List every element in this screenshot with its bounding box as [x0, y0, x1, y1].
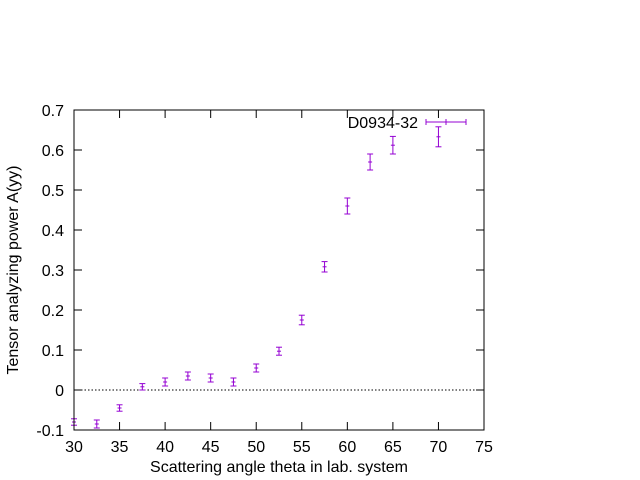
legend: D0934-32 — [348, 115, 467, 132]
x-tick-label: 35 — [111, 439, 129, 456]
data-point — [162, 377, 169, 387]
x-axis-title: Scattering angle theta in lab. system — [150, 459, 408, 476]
legend-sample-errorbar — [425, 119, 467, 125]
legend-label: D0934-32 — [348, 115, 418, 132]
x-tick-label: 45 — [202, 439, 220, 456]
data-point — [139, 383, 146, 391]
x-tick-label: 65 — [384, 439, 402, 456]
data-point — [321, 261, 328, 273]
y-tick-label: 0.6 — [42, 143, 64, 160]
axis-ticks-layer: 30 35 40 45 50 55 60 65 70 75 -0.1 0 0.1 0.2 0.3 0.4 0.5… — [36, 103, 493, 456]
y-tick-label: -0.1 — [36, 423, 64, 440]
plot-frame — [73, 109, 485, 431]
y-tick-label: 0.4 — [42, 223, 64, 240]
data-point — [253, 363, 260, 373]
y-tick-label: 0.1 — [42, 343, 64, 360]
y-tick-label: 0.3 — [42, 263, 64, 280]
x-tick-label: 60 — [338, 439, 356, 456]
y-tick-label: 0.5 — [42, 183, 64, 200]
data-points-layer — [71, 126, 442, 429]
data-point — [435, 126, 442, 148]
x-tick-label: 50 — [247, 439, 265, 456]
y-axis-title: Tensor analyzing power A(yy) — [5, 166, 22, 375]
x-tick-label: 55 — [293, 439, 311, 456]
x-tick-label: 30 — [65, 439, 83, 456]
x-tick-label: 70 — [430, 439, 448, 456]
data-point — [93, 419, 100, 429]
data-point — [276, 346, 282, 356]
y-tick-label: 0.7 — [42, 103, 64, 120]
data-point — [344, 197, 351, 215]
y-tick-label: 0.2 — [42, 303, 64, 320]
x-tick-label: 40 — [156, 439, 174, 456]
data-point — [298, 314, 305, 326]
x-tick-label: 75 — [475, 439, 493, 456]
data-point — [207, 373, 214, 383]
y-tick-label: 0 — [55, 383, 64, 400]
data-point — [116, 404, 123, 412]
data-point — [367, 153, 374, 171]
data-point — [184, 371, 191, 381]
data-point — [230, 377, 237, 387]
data-point — [389, 135, 396, 155]
